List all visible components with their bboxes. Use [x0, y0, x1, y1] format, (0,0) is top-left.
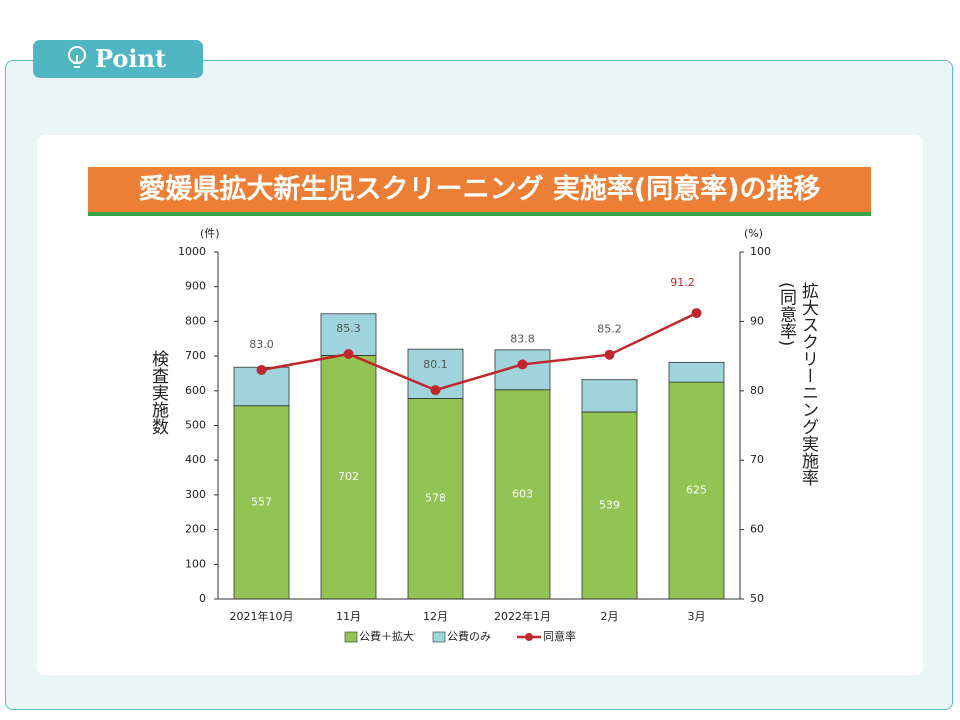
rate-label: 83.8 [510, 332, 535, 345]
y-tick-label: 800 [185, 314, 206, 327]
bar-label: 578 [425, 492, 446, 505]
rate-point [430, 385, 441, 396]
rate-label: 85.2 [597, 323, 622, 336]
x-tick-label: 2月 [601, 610, 619, 623]
bar-label: 702 [338, 470, 359, 483]
legend-label: 同意率 [543, 629, 576, 643]
y2-unit: (%) [744, 227, 763, 240]
y2-tick-label: 100 [750, 245, 771, 258]
x-tick-label: 3月 [688, 610, 706, 623]
rate-label: 91.2 [670, 276, 695, 289]
bar-label: 625 [686, 484, 707, 497]
rate-label: 83.0 [249, 338, 274, 351]
y-tick-label: 0 [199, 592, 206, 605]
legend-label: 公費のみ [447, 629, 491, 643]
bar-label: 539 [599, 498, 620, 511]
card [37, 135, 923, 675]
bar [668, 381, 725, 600]
y-tick-label: 200 [185, 523, 206, 536]
bar [233, 405, 290, 600]
bar [320, 355, 377, 600]
rate-label: 85.3 [336, 322, 361, 335]
x-tick-label: 12月 [423, 610, 448, 623]
x-tick-label: 11月 [336, 610, 361, 623]
y2-axis-title: 拡大スクリーニング実施率(同意率) [776, 282, 818, 486]
point-tab: Point [33, 40, 203, 78]
y-tick-label: 400 [185, 453, 206, 466]
legend-swatch [344, 631, 358, 643]
bar-label: 603 [512, 487, 533, 500]
rate-line [261, 311, 698, 392]
bar [320, 313, 377, 356]
bar [407, 398, 464, 600]
bar [581, 379, 638, 413]
y-unit: (件) [200, 227, 220, 240]
bar [494, 389, 551, 600]
y-tick-label: 600 [185, 384, 206, 397]
rate-point [256, 364, 267, 375]
point-label: Point [95, 44, 167, 73]
y-axis-title: 検査実施数 [148, 350, 168, 435]
legend-swatch [432, 631, 446, 643]
y2-tick-label: 80 [750, 384, 764, 397]
rate-point [691, 308, 702, 319]
chart-title: 愛媛県拡大新生児スクリーニング 実施率(同意率)の推移 [88, 167, 871, 216]
x-tick-label: 2021年10月 [230, 609, 294, 623]
y2-tick-label: 70 [750, 453, 764, 466]
y-tick-label: 700 [185, 349, 206, 362]
bar [581, 411, 638, 600]
bar-label: 557 [251, 495, 272, 508]
rate-point [604, 349, 615, 360]
y-tick-label: 100 [185, 557, 206, 570]
y2-tick-label: 50 [750, 592, 764, 605]
rate-point [343, 349, 354, 360]
y-tick-label: 500 [185, 419, 206, 432]
rate-point [517, 359, 528, 370]
x-tick-label: 2022年1月 [494, 609, 551, 623]
y-tick-label: 900 [185, 280, 206, 293]
legend-label: 公費＋拡大 [359, 629, 414, 643]
y2-tick-label: 60 [750, 523, 764, 536]
y-tick-label: 300 [185, 488, 206, 501]
bulb-icon [68, 46, 86, 68]
rate-label: 80.1 [423, 358, 448, 371]
y2-tick-label: 90 [750, 314, 764, 327]
bar [668, 361, 725, 383]
legend-swatch [525, 633, 533, 641]
y-tick-label: 1000 [178, 245, 206, 258]
